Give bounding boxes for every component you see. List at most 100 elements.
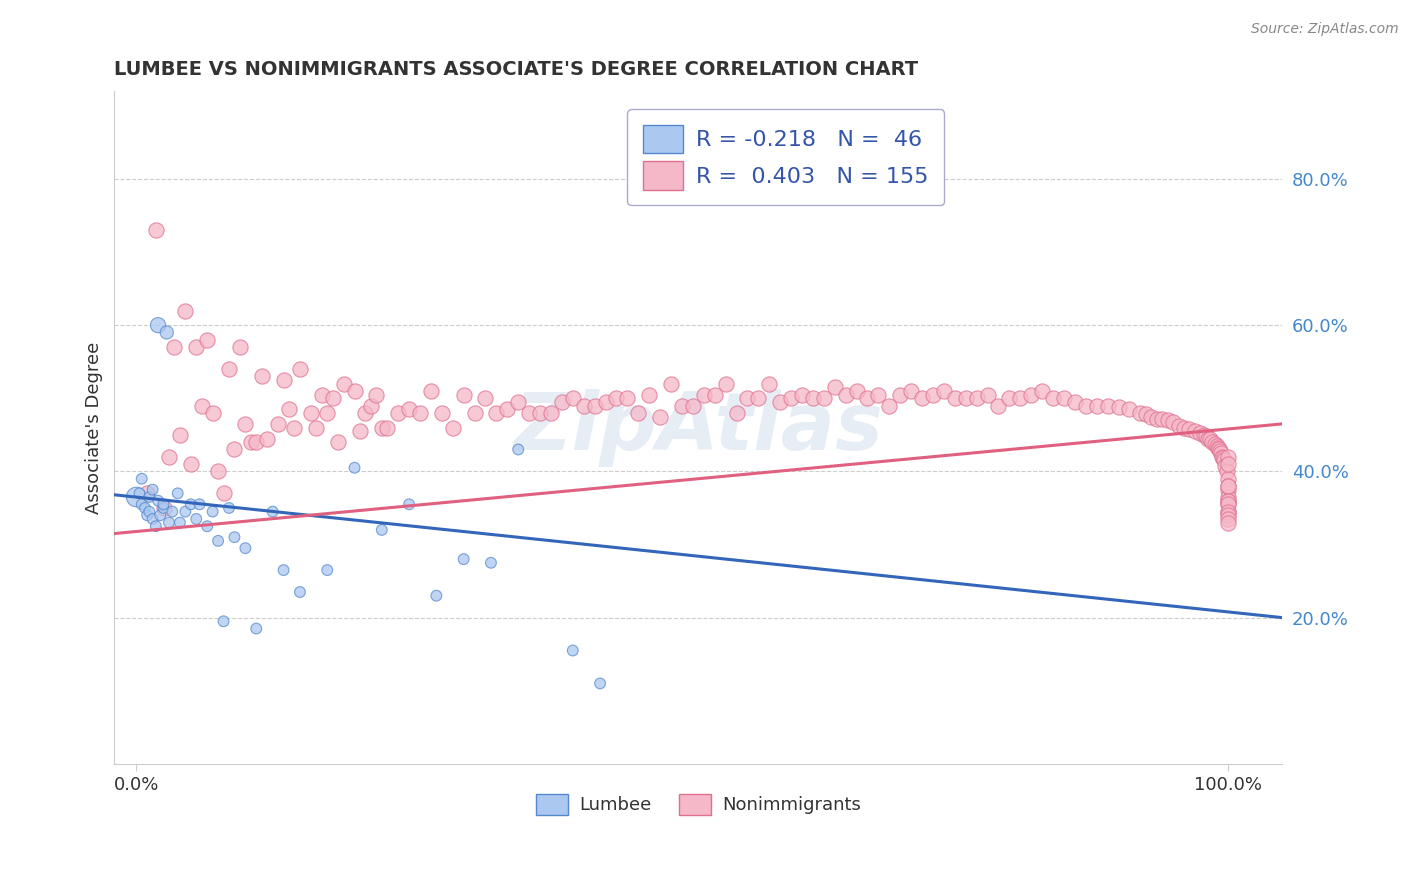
- Point: [671, 399, 693, 413]
- Point: [398, 497, 420, 511]
- Point: [190, 399, 212, 413]
- Point: [1197, 432, 1219, 446]
- Point: [152, 500, 174, 515]
- Point: [311, 387, 333, 401]
- Point: [1216, 450, 1239, 464]
- Point: [517, 406, 540, 420]
- Point: [157, 516, 180, 530]
- Point: [1097, 399, 1119, 413]
- Point: [605, 392, 627, 406]
- Point: [186, 512, 208, 526]
- Point: [1135, 408, 1157, 422]
- Point: [561, 392, 583, 406]
- Point: [162, 505, 184, 519]
- Point: [1118, 402, 1140, 417]
- Point: [1216, 497, 1239, 511]
- Point: [245, 435, 267, 450]
- Legend: Lumbee, Nonimmigrants: Lumbee, Nonimmigrants: [529, 787, 868, 822]
- Point: [1019, 387, 1042, 401]
- Point: [273, 373, 295, 387]
- Point: [682, 399, 704, 413]
- Point: [142, 483, 165, 497]
- Point: [138, 490, 160, 504]
- Point: [180, 457, 202, 471]
- Point: [409, 406, 432, 420]
- Point: [169, 428, 191, 442]
- Point: [1199, 432, 1222, 446]
- Point: [332, 376, 354, 391]
- Point: [1178, 422, 1201, 436]
- Point: [824, 380, 846, 394]
- Point: [725, 406, 748, 420]
- Point: [128, 486, 150, 500]
- Point: [441, 420, 464, 434]
- Point: [1192, 428, 1215, 442]
- Point: [250, 369, 273, 384]
- Point: [212, 614, 235, 628]
- Point: [305, 420, 328, 434]
- Point: [1108, 400, 1130, 414]
- Point: [131, 497, 153, 511]
- Point: [299, 406, 322, 420]
- Point: [157, 450, 180, 464]
- Point: [430, 406, 453, 420]
- Point: [551, 395, 574, 409]
- Point: [1146, 411, 1168, 425]
- Point: [201, 505, 224, 519]
- Point: [540, 406, 562, 420]
- Point: [138, 505, 160, 519]
- Point: [638, 387, 661, 401]
- Point: [218, 500, 240, 515]
- Point: [1216, 512, 1239, 526]
- Point: [1216, 457, 1239, 471]
- Point: [583, 399, 606, 413]
- Point: [134, 500, 156, 515]
- Point: [267, 417, 290, 431]
- Point: [235, 417, 257, 431]
- Point: [256, 432, 278, 446]
- Point: [955, 392, 977, 406]
- Point: [889, 387, 911, 401]
- Point: [1152, 411, 1174, 425]
- Point: [145, 519, 167, 533]
- Point: [1215, 464, 1237, 478]
- Point: [366, 387, 388, 401]
- Point: [737, 392, 759, 406]
- Point: [207, 533, 229, 548]
- Point: [1211, 450, 1233, 464]
- Point: [474, 392, 496, 406]
- Text: ZipAtlas: ZipAtlas: [513, 389, 883, 467]
- Point: [156, 326, 179, 340]
- Point: [152, 497, 174, 511]
- Point: [1042, 392, 1064, 406]
- Point: [239, 435, 262, 450]
- Point: [845, 384, 868, 398]
- Point: [1216, 490, 1239, 504]
- Point: [229, 340, 252, 354]
- Point: [758, 376, 780, 391]
- Point: [328, 435, 350, 450]
- Point: [1216, 505, 1239, 519]
- Point: [1189, 426, 1212, 441]
- Point: [1074, 399, 1097, 413]
- Point: [142, 512, 165, 526]
- Point: [169, 516, 191, 530]
- Point: [1156, 413, 1178, 427]
- Point: [188, 497, 211, 511]
- Point: [212, 486, 235, 500]
- Point: [1216, 497, 1239, 511]
- Point: [627, 406, 650, 420]
- Point: [780, 392, 803, 406]
- Point: [174, 303, 197, 318]
- Point: [262, 505, 284, 519]
- Point: [1216, 516, 1239, 530]
- Point: [998, 392, 1021, 406]
- Point: [703, 387, 725, 401]
- Point: [136, 486, 159, 500]
- Point: [360, 399, 382, 413]
- Point: [1195, 429, 1218, 443]
- Point: [201, 406, 224, 420]
- Point: [1205, 439, 1227, 453]
- Point: [1216, 472, 1239, 486]
- Point: [1216, 493, 1239, 508]
